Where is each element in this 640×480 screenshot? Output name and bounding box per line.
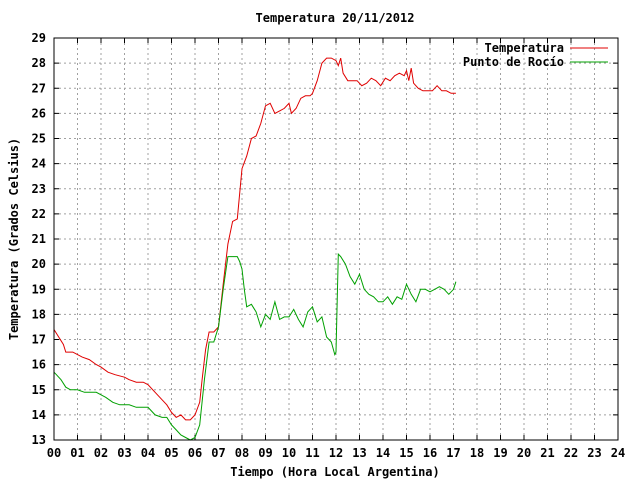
y-tick-label: 26 [32, 106, 46, 120]
x-tick-label: 02 [94, 446, 108, 460]
y-axis-ticks: 13 14 15 16 17 18 19 20 21 22 23 24 25 26 27 28 29 [32, 31, 618, 447]
legend: Temperatura Punto de Rocío [463, 41, 608, 69]
y-tick-label: 19 [32, 282, 46, 296]
grid [54, 38, 618, 440]
y-tick-label: 15 [32, 383, 46, 397]
y-tick-label: 22 [32, 207, 46, 221]
x-tick-label: 16 [423, 446, 437, 460]
y-tick-label: 25 [32, 132, 46, 146]
x-tick-label: 00 [47, 446, 61, 460]
y-tick-label: 20 [32, 257, 46, 271]
series-line-temperatura [53, 57, 456, 421]
y-tick-label: 18 [32, 307, 46, 321]
x-tick-label: 20 [517, 446, 531, 460]
y-tick-label: 16 [32, 358, 46, 372]
x-tick-label: 17 [446, 446, 460, 460]
x-axis-ticks: 00 01 02 03 04 05 06 07 08 09 10 11 12 13 14 15 16 17 18 19… [47, 38, 625, 460]
plot-frame [53, 37, 619, 441]
x-tick-label: 10 [282, 446, 296, 460]
chart-title: Temperatura 20/11/2012 [256, 11, 415, 25]
y-tick-label: 24 [32, 157, 46, 171]
legend-label-punto-de-rocio: Punto de Rocío [463, 55, 564, 69]
x-tick-label: 22 [564, 446, 578, 460]
x-axis-label: Tiempo (Hora Local Argentina) [230, 465, 440, 479]
x-tick-label: 15 [399, 446, 413, 460]
series-line-punto-de-rocio [53, 252, 457, 441]
x-tick-label: 01 [70, 446, 84, 460]
x-tick-label: 13 [352, 446, 366, 460]
y-tick-label: 28 [32, 56, 46, 70]
x-tick-label: 11 [305, 446, 319, 460]
y-tick-label: 27 [32, 81, 46, 95]
x-tick-label: 21 [540, 446, 554, 460]
y-tick-label: 23 [32, 182, 46, 196]
legend-label-temperatura: Temperatura [485, 41, 564, 55]
y-axis-label: Temperatura (Grados Celsius) [7, 138, 21, 340]
x-tick-label: 08 [235, 446, 249, 460]
x-tick-label: 05 [164, 446, 178, 460]
x-tick-label: 04 [141, 446, 155, 460]
series-lines [53, 57, 457, 441]
x-tick-label: 24 [611, 446, 625, 460]
x-tick-label: 03 [117, 446, 131, 460]
x-tick-label: 18 [470, 446, 484, 460]
x-tick-label: 23 [587, 446, 601, 460]
y-tick-label: 17 [32, 333, 46, 347]
x-tick-label: 19 [493, 446, 507, 460]
x-tick-label: 09 [258, 446, 272, 460]
x-tick-label: 07 [211, 446, 225, 460]
y-tick-label: 14 [32, 408, 46, 422]
x-tick-label: 14 [376, 446, 390, 460]
y-tick-label: 29 [32, 31, 46, 45]
x-tick-label: 12 [329, 446, 343, 460]
x-tick-label: 06 [188, 446, 202, 460]
y-tick-label: 21 [32, 232, 46, 246]
y-tick-label: 13 [32, 433, 46, 447]
